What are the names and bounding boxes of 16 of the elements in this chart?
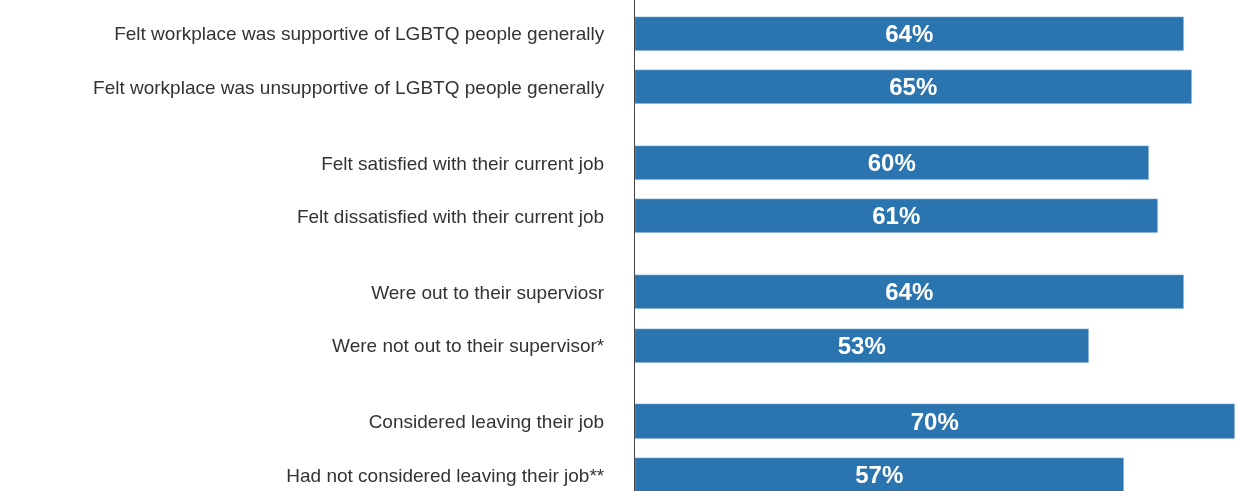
data-label: 61% bbox=[872, 202, 921, 230]
data-label: 64% bbox=[885, 278, 934, 306]
y-tick-label: Were out to their superviosr bbox=[371, 281, 605, 303]
data-label: 53% bbox=[837, 332, 886, 360]
y-tick-label: Had not considered leaving their job** bbox=[286, 464, 605, 486]
data-label: 70% bbox=[910, 407, 959, 435]
y-tick-label: Were not out to their supervisor* bbox=[332, 335, 605, 357]
data-label: 60% bbox=[867, 149, 916, 177]
data-label: 64% bbox=[885, 20, 934, 48]
data-label: 57% bbox=[855, 461, 904, 489]
y-tick-label: Felt workplace was supportive of LGBTQ people generally bbox=[114, 23, 605, 45]
data-label: 65% bbox=[889, 73, 938, 101]
y-tick-label: Felt dissatisfied with their current job bbox=[296, 206, 605, 228]
y-tick-label: Considered leaving their job bbox=[368, 411, 605, 433]
y-tick-label: Felt workplace was unsupportive of LGBTQ people generally bbox=[93, 76, 605, 98]
y-tick-label: Felt satisfied with their current job bbox=[321, 152, 605, 174]
